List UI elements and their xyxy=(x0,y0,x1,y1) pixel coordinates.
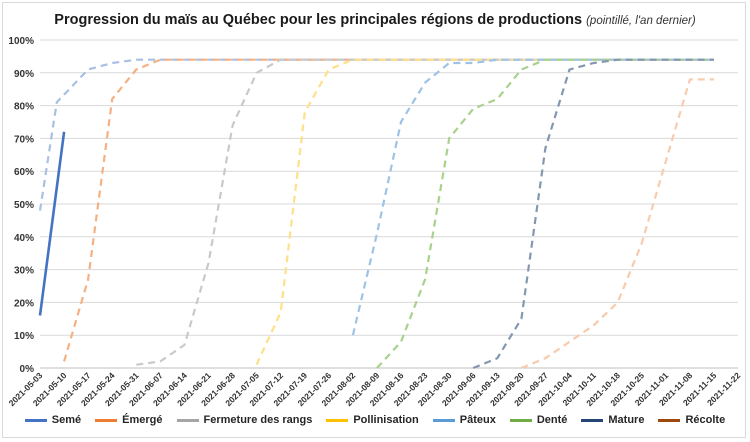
legend-swatch xyxy=(509,418,532,422)
legend-item: Récolte xyxy=(658,414,725,426)
chart-title-text: Progression du maïs au Québec pour les p… xyxy=(54,12,583,28)
legend-swatch xyxy=(24,418,47,422)
legend-item: Pâteux xyxy=(432,414,496,426)
series-line-last-year xyxy=(472,58,714,370)
legend-label: Semé xyxy=(51,414,82,426)
legend-label: Mature xyxy=(608,414,645,426)
series-line-sem- xyxy=(38,131,66,316)
legend-item: Semé xyxy=(24,414,82,426)
y-tick-label: 80% xyxy=(14,102,34,113)
y-tick-label: 50% xyxy=(14,200,34,211)
legend-swatch xyxy=(658,418,681,422)
legend-item: Denté xyxy=(509,414,568,426)
legend-label: Pollinisation xyxy=(353,414,419,426)
legend-swatch xyxy=(581,418,604,422)
legend-label: Pâteux xyxy=(459,414,496,426)
legend-label: Denté xyxy=(536,414,568,426)
series-line-last-year xyxy=(63,58,714,362)
series-line-last-year xyxy=(520,78,714,370)
legend-label: Fermeture des rangs xyxy=(203,414,313,426)
series-line-last-year xyxy=(38,58,714,211)
legend-item: Fermeture des rangs xyxy=(176,414,313,426)
series-line-last-year xyxy=(255,58,714,366)
chart-frame xyxy=(2,2,746,438)
legend-swatch xyxy=(326,418,349,422)
y-tick-label: 60% xyxy=(14,167,34,178)
y-tick-label: 10% xyxy=(14,331,34,342)
legend-swatch xyxy=(95,418,118,422)
legend-label: Émergé xyxy=(122,414,163,426)
legend: Semé Émergé Fermeture des rangs Pollinisati… xyxy=(0,414,750,426)
legend-item: Pollinisation xyxy=(326,414,419,426)
chart-title: Progression du maïs au Québec pour les p… xyxy=(0,12,750,28)
y-tick-label: 30% xyxy=(14,266,34,277)
series-line-last-year xyxy=(376,58,714,369)
y-tick-label: 90% xyxy=(14,69,34,80)
legend-label: Récolte xyxy=(685,414,726,426)
y-tick-label: 0% xyxy=(20,364,35,375)
series-line-last-year xyxy=(136,58,714,366)
y-tick-label: 20% xyxy=(14,298,34,309)
x-axis-ticks: 2021-05-032021-05-102021-05-172021-05-24… xyxy=(7,370,743,408)
y-tick-label: 100% xyxy=(8,36,34,47)
gridlines xyxy=(40,39,738,369)
y-axis-ticks: 0% 10% 20% 30% 40% 50% 60% 70% 80% 90% 100% xyxy=(8,36,34,375)
y-tick-label: 40% xyxy=(14,233,34,244)
chart-subtitle: (pointillé, l'an dernier) xyxy=(586,15,696,27)
series-lines xyxy=(38,58,714,370)
legend-item: Mature xyxy=(581,414,644,426)
series-line-last-year xyxy=(351,58,714,336)
legend-swatch xyxy=(176,418,199,422)
legend-item: Émergé xyxy=(95,414,163,426)
y-tick-label: 70% xyxy=(14,134,34,145)
legend-swatch xyxy=(432,418,455,422)
